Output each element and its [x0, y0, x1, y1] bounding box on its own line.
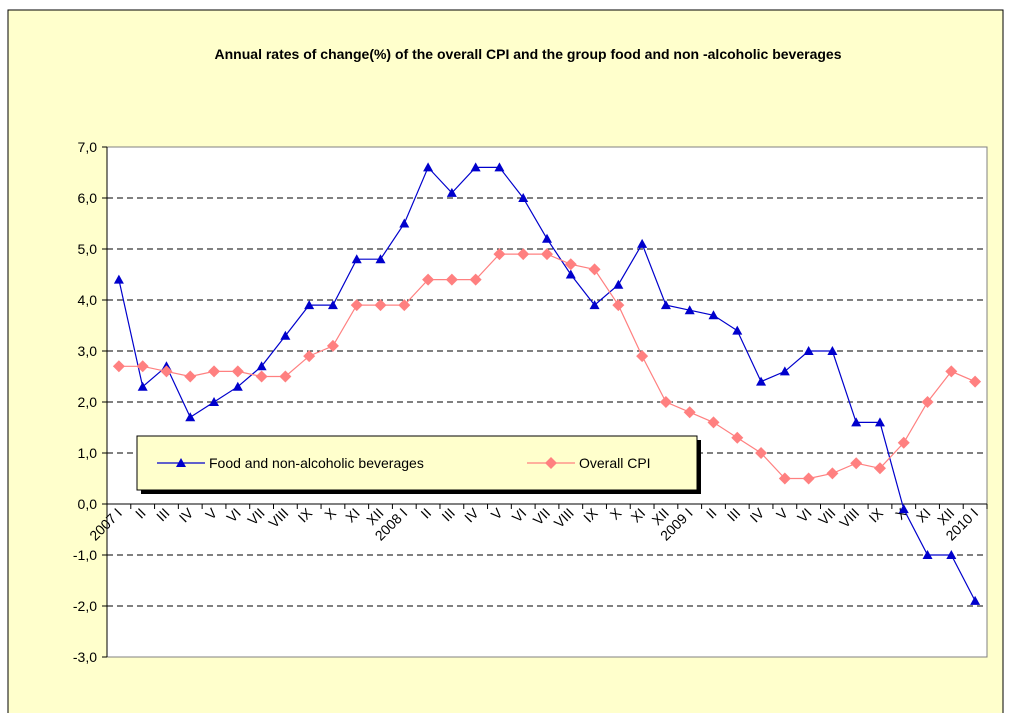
point	[970, 595, 981, 605]
point	[113, 274, 124, 284]
point	[518, 193, 529, 202]
point	[494, 162, 505, 172]
point	[851, 417, 862, 427]
point	[588, 263, 601, 276]
point	[827, 346, 838, 355]
point	[470, 162, 481, 172]
point	[350, 299, 363, 312]
point	[256, 361, 267, 371]
point	[969, 375, 982, 388]
y-tick-label: 0,0	[78, 496, 98, 512]
point	[683, 406, 696, 419]
point	[636, 350, 649, 363]
point	[850, 457, 863, 470]
point	[756, 376, 767, 386]
y-tick-label: 1,0	[78, 445, 98, 461]
point	[279, 370, 292, 383]
point	[445, 273, 458, 286]
point	[136, 360, 149, 373]
legend-marker	[545, 457, 557, 469]
point	[185, 412, 196, 422]
point	[708, 310, 719, 320]
legend-label: Overall CPI	[579, 455, 651, 471]
point	[803, 346, 814, 355]
legend-marker	[176, 458, 186, 467]
point	[874, 417, 885, 427]
point	[589, 300, 600, 310]
point	[423, 162, 434, 172]
point	[493, 248, 506, 261]
point	[517, 248, 530, 261]
point	[659, 396, 672, 408]
chart-title: Annual rates of change(%) of the overall…	[214, 46, 842, 62]
point	[945, 365, 958, 378]
point	[778, 472, 791, 485]
point	[898, 504, 909, 514]
point	[255, 370, 268, 383]
point	[707, 416, 720, 429]
point	[208, 365, 221, 378]
point	[280, 330, 291, 340]
point	[731, 431, 744, 444]
point	[351, 254, 362, 264]
point	[873, 462, 886, 475]
y-tick-label: 7,0	[78, 139, 98, 155]
point	[232, 381, 243, 391]
point	[565, 269, 576, 279]
legend-label: Food and non-alcoholic beverages	[209, 455, 424, 471]
legend: Food and non-alcoholic beverages Overall …	[136, 435, 701, 494]
point	[921, 396, 934, 408]
point	[946, 550, 957, 559]
point	[422, 273, 435, 286]
point	[684, 305, 695, 315]
y-tick-label: 5,0	[78, 241, 98, 257]
point	[303, 350, 316, 363]
point	[732, 325, 743, 335]
y-tick-label: -2,0	[73, 598, 97, 614]
point	[802, 472, 815, 485]
point	[446, 187, 457, 197]
point	[779, 366, 790, 376]
point	[304, 300, 315, 310]
point	[374, 299, 387, 312]
point	[160, 365, 173, 378]
point	[542, 233, 552, 243]
point	[209, 397, 220, 406]
y-tick-label: -1,0	[73, 547, 97, 563]
point	[922, 550, 933, 559]
point	[399, 218, 410, 228]
y-tick-label: 6,0	[78, 190, 98, 206]
point	[612, 299, 625, 312]
point	[326, 339, 339, 352]
legend-box	[136, 435, 698, 491]
point	[660, 300, 671, 310]
point	[541, 248, 553, 261]
point	[112, 360, 125, 373]
point	[327, 300, 338, 310]
point	[564, 258, 577, 271]
y-tick-label: 4,0	[78, 292, 98, 308]
point	[826, 467, 839, 480]
point	[755, 447, 768, 459]
y-tick-label: -3,0	[73, 649, 97, 665]
point	[897, 436, 910, 449]
point	[637, 238, 648, 248]
point	[137, 381, 148, 391]
y-tick-label: 3,0	[78, 343, 98, 359]
point	[231, 365, 244, 378]
point	[184, 370, 197, 383]
y-tick-label: 2,0	[78, 394, 98, 410]
point	[398, 299, 411, 312]
point	[469, 273, 482, 286]
point	[375, 254, 386, 264]
point	[613, 279, 624, 289]
